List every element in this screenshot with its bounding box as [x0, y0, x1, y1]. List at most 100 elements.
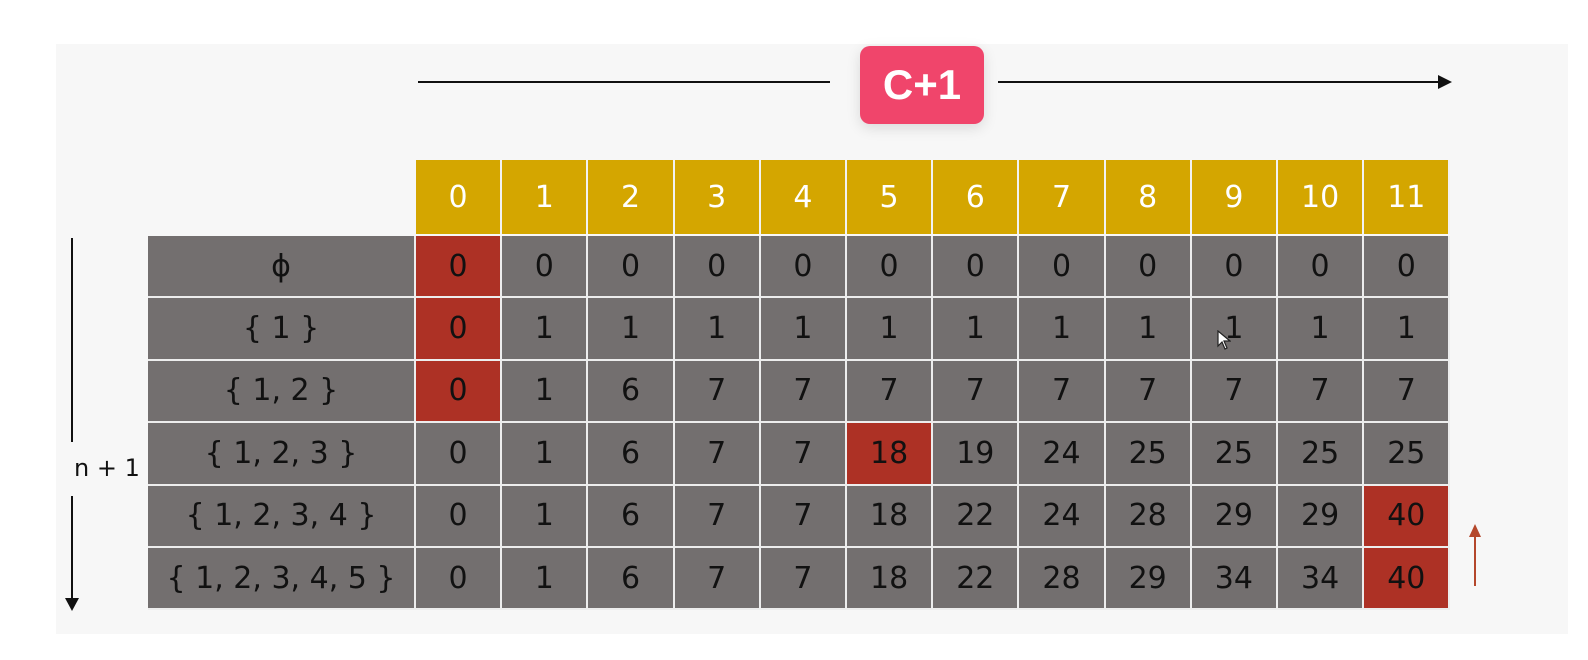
table-cell: 7: [760, 485, 847, 548]
table-cell: 0: [1191, 236, 1278, 299]
capacity-arrow-line-right: [998, 81, 1438, 83]
table-cell: 0: [416, 423, 503, 486]
table-cell: 1: [760, 298, 847, 361]
highlighted-cell: 0: [416, 298, 503, 361]
table-cell: 1: [502, 548, 589, 611]
highlighted-cell: 18: [847, 423, 934, 486]
highlighted-cell: 0: [416, 236, 503, 299]
table-cell: 1: [1278, 298, 1365, 361]
table-cell: 7: [1278, 360, 1365, 424]
table-cell: 7: [1105, 360, 1192, 424]
table-cell: 1: [1364, 298, 1451, 361]
table-cell: 24: [1019, 485, 1106, 548]
table-cell: 0: [1278, 236, 1365, 299]
table-cell: 7: [1191, 360, 1278, 424]
column-header: 1: [502, 160, 589, 234]
table-cell: 0: [760, 236, 847, 299]
capacity-badge: C+1: [860, 46, 984, 124]
column-header: 11: [1364, 160, 1451, 234]
table-cell: 7: [1019, 360, 1106, 424]
table-cell: 22: [933, 548, 1020, 611]
mouse-pointer-icon: [1217, 330, 1231, 350]
table-cell: 29: [1278, 485, 1365, 548]
column-header: 3: [674, 160, 761, 234]
table-cell: 0: [1019, 236, 1106, 299]
table-cell: 25: [1364, 423, 1451, 486]
table-cell: 18: [847, 485, 934, 548]
table-cell: 0: [674, 236, 761, 299]
table-cell: 1: [588, 298, 675, 361]
table-cell: 1: [502, 360, 589, 424]
table-cell: 0: [416, 485, 503, 548]
table-cell: 34: [1278, 548, 1365, 611]
table-cell: 0: [588, 236, 675, 299]
capacity-arrow-line-left: [418, 81, 830, 83]
items-axis-label: n + 1: [74, 454, 140, 482]
table-cell: 1: [1191, 298, 1278, 361]
table-cell: 0: [416, 548, 503, 611]
highlighted-cell: 40: [1364, 485, 1451, 548]
column-header: 2: [588, 160, 675, 234]
table-cell: 0: [1105, 236, 1192, 299]
table-cell: 7: [760, 360, 847, 424]
row-label: ϕ: [148, 236, 416, 299]
table-cell: 0: [502, 236, 589, 299]
table-cell: 0: [847, 236, 934, 299]
table-cell: 7: [847, 360, 934, 424]
table-cell: 28: [1105, 485, 1192, 548]
table-cell: 29: [1191, 485, 1278, 548]
column-header: 0: [416, 160, 503, 234]
table-cell: 25: [1191, 423, 1278, 486]
table-cell: 7: [674, 548, 761, 611]
table-cell: 25: [1105, 423, 1192, 486]
column-header: 8: [1105, 160, 1192, 234]
row-label: { 1, 2, 3, 4 }: [148, 485, 416, 548]
table-cell: 7: [674, 423, 761, 486]
table-cell: 6: [588, 485, 675, 548]
up-arrow-line: [1474, 536, 1476, 586]
table-cell: 24: [1019, 423, 1106, 486]
row-label: { 1 }: [148, 298, 416, 361]
table-cell: 18: [847, 548, 934, 611]
row-label: { 1, 2, 3 }: [148, 423, 416, 486]
table-cell: 28: [1019, 548, 1106, 611]
table-cell: 29: [1105, 548, 1192, 611]
column-header: 4: [760, 160, 847, 234]
table-cell: 1: [1105, 298, 1192, 361]
table-cell: 1: [847, 298, 934, 361]
table-cell: 1: [502, 298, 589, 361]
highlighted-cell: 0: [416, 360, 503, 424]
table-cell: 1: [502, 485, 589, 548]
column-header: 10: [1278, 160, 1365, 234]
column-header: 7: [1019, 160, 1106, 234]
table-cell: 7: [674, 360, 761, 424]
table-cell: 0: [1364, 236, 1451, 299]
table-cell: 25: [1278, 423, 1365, 486]
table-cell: 7: [1364, 360, 1451, 424]
table-cell: 34: [1191, 548, 1278, 611]
column-header: 6: [933, 160, 1020, 234]
table-cell: 7: [760, 548, 847, 611]
table-cell: 1: [933, 298, 1020, 361]
down-arrowhead-icon: [65, 598, 79, 611]
items-arrow-line-top: [71, 238, 73, 442]
table-cell: 6: [588, 360, 675, 424]
column-header: 5: [847, 160, 934, 234]
items-arrow-line-bottom: [71, 496, 73, 600]
table-cell: 19: [933, 423, 1020, 486]
right-arrowhead-icon: [1438, 75, 1452, 89]
table-cell: 1: [1019, 298, 1106, 361]
table-cell: 6: [588, 548, 675, 611]
table-cell: 1: [674, 298, 761, 361]
row-label: { 1, 2, 3, 4, 5 }: [148, 548, 416, 611]
table-cell: 7: [674, 485, 761, 548]
table-cell: 7: [933, 360, 1020, 424]
table-cell: 7: [760, 423, 847, 486]
row-label: { 1, 2 }: [148, 360, 416, 424]
table-cell: 1: [502, 423, 589, 486]
up-arrow-icon: [1469, 524, 1481, 537]
column-header: 9: [1191, 160, 1278, 234]
highlighted-cell: 40: [1364, 548, 1451, 611]
table-cell: 6: [588, 423, 675, 486]
table-cell: 22: [933, 485, 1020, 548]
